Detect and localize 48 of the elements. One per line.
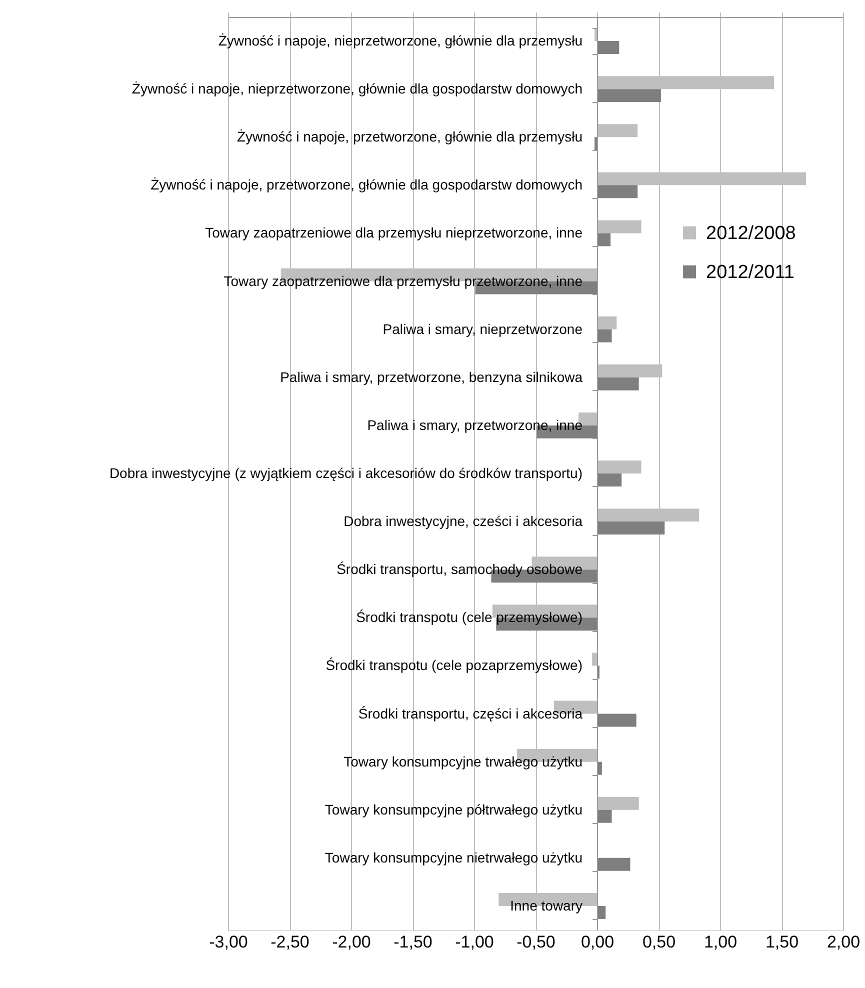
x-tick-label: -1,00 (455, 932, 494, 952)
y-tick-label: Towary konsumpcyjne trwałego użytku (344, 753, 582, 770)
bar (597, 522, 665, 535)
y-tick-label: Środki transportu, samochody osobowe (336, 561, 583, 578)
y-tick-label: Paliwa i smary, przetworzone, benzyna silnikowa (280, 368, 583, 385)
bar (597, 377, 639, 390)
x-tick-label: -1,50 (394, 932, 432, 952)
legend-label: 2012/2008 (706, 222, 796, 244)
bar (597, 329, 612, 342)
x-tick-label: 2,00 (826, 932, 860, 952)
x-tick-label: -2,00 (332, 932, 371, 952)
y-tick-label: Żywność i napoje, nieprzetworzone, głównie dla przemysłu (218, 32, 582, 49)
y-tick-label: Towary zaopatrzeniowe dla przemysłu nieprzetworzone, inne (205, 224, 583, 241)
y-tick-label: Towary zaopatrzeniowe dla przemysłu przetworzone, inne (224, 272, 583, 289)
bar (597, 185, 638, 198)
y-tick-label: Żywność i napoje, nieprzetworzone, głównie dla gospodarstw domowych (132, 80, 582, 97)
bar (597, 714, 636, 727)
y-tick-label: Żywność i napoje, przetworzone, głównie dla gospodarstw domowych (150, 176, 582, 193)
y-tick-label: Środki transportu, części i akcesoria (358, 705, 583, 722)
y-tick-label: Żywność i napoje, przetworzone, głównie dla przemysłu (237, 128, 582, 145)
bar (597, 41, 620, 54)
bar (597, 796, 639, 810)
x-tick-label: 1,50 (765, 932, 799, 952)
y-tick-label: Towary konsumpcyjne nietrwałego użytku (324, 849, 582, 866)
bar (597, 460, 642, 474)
y-tick-label: Dobra inwestycyjne, cześci i akcesoria (344, 513, 583, 530)
y-tick-label: Środki transpotu (cele pozaprzemysłowe) (326, 657, 582, 674)
bar (597, 89, 661, 102)
bar (597, 124, 638, 138)
x-tick-label: 0,00 (580, 932, 614, 952)
bar (597, 810, 612, 823)
bar (597, 316, 617, 330)
x-tick-label: -0,50 (516, 932, 556, 952)
bar (592, 652, 597, 666)
x-tick-label: -3,00 (209, 932, 248, 952)
bar (597, 474, 622, 486)
y-tick-label: Dobra inwestycyjne (z wyjątkiem części i akcesoriów do środków transportu) (109, 465, 582, 481)
y-tick-label: Paliwa i smary, nieprzetworzone (382, 320, 583, 337)
y-tick-label: Środki transpotu (cele przemysłowe) (356, 609, 582, 626)
x-tick-label: 0,50 (642, 932, 676, 952)
y-tick-label: Towary konsumpcyjne półtrwałego użytku (324, 801, 582, 818)
x-tick-label: -2,50 (270, 932, 310, 952)
y-tick-label: Inne towary (510, 897, 582, 914)
legend-label: 2012/2011 (706, 262, 794, 283)
x-tick-label: 1,00 (704, 932, 738, 952)
bar (597, 858, 630, 871)
bar (597, 220, 642, 234)
bar (597, 233, 611, 246)
